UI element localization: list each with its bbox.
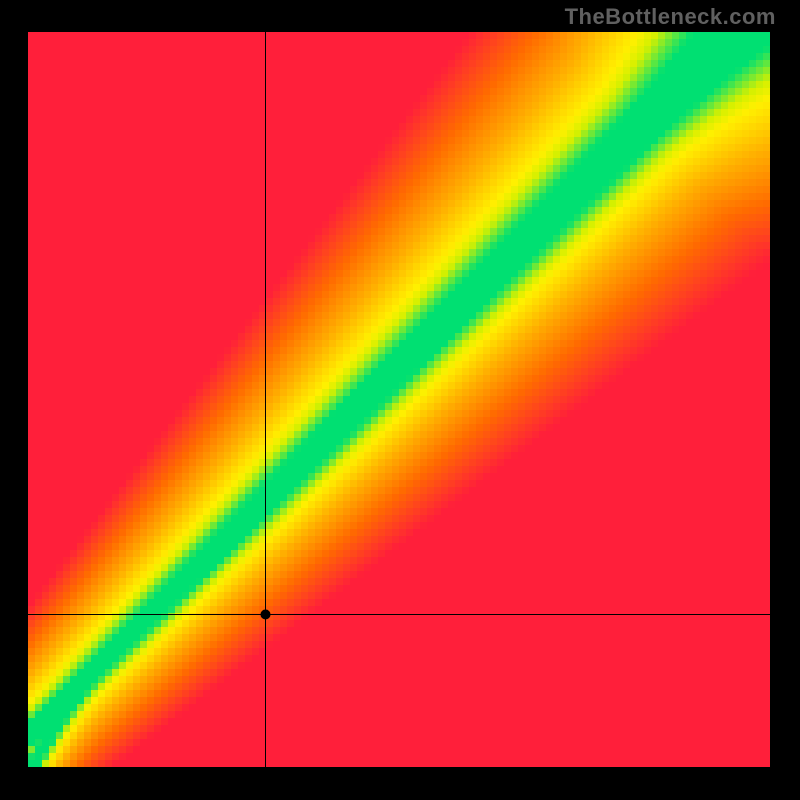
crosshair-overlay	[28, 32, 772, 772]
chart-container: { "watermark": { "text": "TheBottleneck.…	[0, 0, 800, 800]
watermark-text: TheBottleneck.com	[565, 4, 776, 30]
